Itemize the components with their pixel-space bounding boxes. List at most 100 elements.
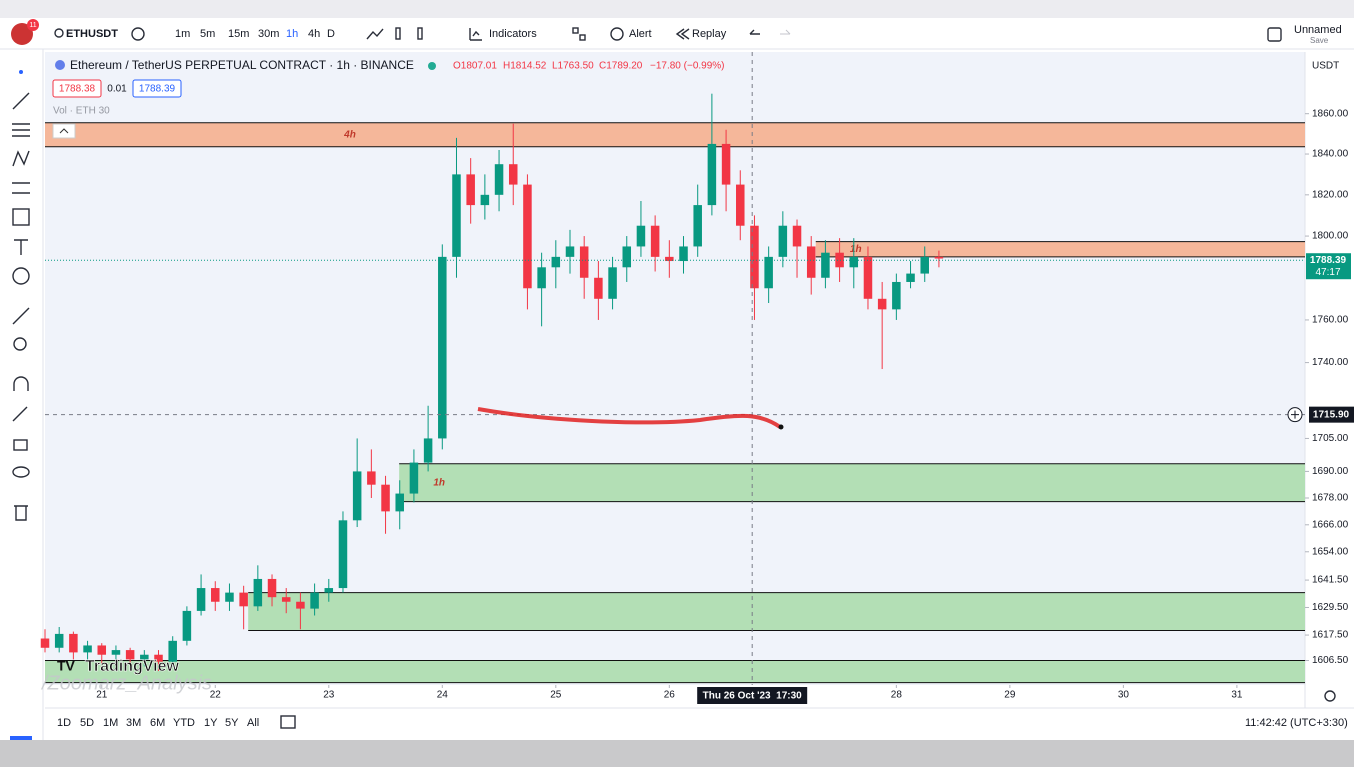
sell-box[interactable]: [52, 79, 102, 98]
interval-button[interactable]: 1h: [286, 28, 298, 40]
candle-body: [395, 493, 404, 512]
range-button[interactable]: 1D: [57, 717, 71, 729]
zone-label: 1h: [433, 477, 445, 488]
volume-label: Vol · ETH 30: [53, 106, 110, 117]
candle-body: [636, 225, 646, 247]
candle-body: [551, 256, 561, 268]
add-alert-plus: [1291, 410, 1299, 419]
candle-body: [906, 273, 915, 282]
symbol[interactable]: ETHUSDT: [66, 28, 118, 40]
range-button[interactable]: 5Y: [225, 717, 239, 729]
range-button[interactable]: All: [247, 717, 259, 729]
replay-button[interactable]: Replay: [692, 28, 727, 40]
y-tick-label: 1800.00: [1312, 231, 1349, 242]
layout-name[interactable]: Unnamed: [1294, 24, 1342, 36]
top-strip: [0, 0, 1354, 18]
candle-body: [679, 246, 688, 262]
alert-icon: [610, 27, 624, 41]
candle-body: [239, 592, 248, 607]
range-button[interactable]: 3M: [126, 717, 141, 729]
x-tick-label: 22: [210, 690, 222, 701]
coin-icon: [55, 60, 65, 70]
candle-body: [196, 588, 206, 611]
icon-tool[interactable]: [12, 267, 30, 285]
last-price-label: 1788.39: [1310, 255, 1347, 266]
candle-body: [920, 256, 929, 274]
badge: [27, 19, 39, 31]
range-button[interactable]: 1Y: [204, 717, 218, 729]
interval-button[interactable]: 4h: [308, 28, 320, 40]
countdown: 47:17: [1315, 267, 1340, 278]
interval-button[interactable]: 5m: [200, 28, 215, 40]
measure-tool[interactable]: [12, 307, 30, 325]
avatar[interactable]: [11, 23, 33, 45]
collapse-button[interactable]: [52, 123, 76, 139]
candle-body: [750, 225, 759, 289]
layout-icon[interactable]: [1267, 27, 1282, 42]
candle-body: [83, 645, 92, 653]
candle-body: [650, 225, 660, 257]
buy-box[interactable]: [132, 79, 182, 98]
legend-high: H1814.52: [503, 61, 547, 72]
zone: [248, 592, 1305, 631]
pattern-tool[interactable]: [12, 150, 30, 167]
interval-button[interactable]: 15m: [228, 28, 249, 40]
stay-drawing-tool[interactable]: [12, 406, 28, 422]
replay-icon: [675, 28, 690, 40]
candle-body: [821, 252, 830, 278]
candle-body: [409, 462, 419, 494]
range-button[interactable]: 6M: [150, 717, 165, 729]
bars-icon[interactable]: [395, 27, 401, 40]
interval-button[interactable]: D: [327, 28, 335, 40]
add-symbol-icon[interactable]: [131, 27, 145, 41]
candle-body: [594, 277, 603, 299]
date-range-icon[interactable]: [280, 715, 296, 729]
range-button[interactable]: 1M: [103, 717, 118, 729]
zone: [45, 660, 1305, 683]
interval-button[interactable]: 30m: [258, 28, 279, 40]
fib-tool[interactable]: [12, 123, 30, 137]
settings-icon[interactable]: [1324, 690, 1336, 702]
text-tool[interactable]: [14, 239, 28, 255]
crosshair-time: Thu 26 Oct '23 17:30: [703, 691, 803, 702]
alert-button[interactable]: Alert: [629, 28, 652, 40]
zoom-tool[interactable]: [13, 337, 27, 351]
y-tick-label: 1629.50: [1312, 602, 1349, 613]
projection-tool[interactable]: [12, 182, 30, 194]
magnet-tool[interactable]: [13, 376, 29, 391]
zone: [399, 463, 1305, 502]
hide-tool[interactable]: [12, 466, 30, 478]
templates-icon[interactable]: [572, 27, 579, 34]
delete-tool[interactable]: [14, 505, 28, 521]
crosshair-price: 1715.90: [1313, 409, 1350, 420]
candle-body: [40, 638, 50, 648]
shape-tool[interactable]: [12, 208, 30, 226]
redo-icon[interactable]: [780, 29, 791, 35]
y-tick-label: 1678.00: [1312, 493, 1349, 504]
save-label[interactable]: Save: [1310, 36, 1329, 45]
cursor-tool[interactable]: [19, 70, 23, 74]
undo-icon[interactable]: [749, 29, 760, 35]
zone: [815, 241, 1305, 257]
watermark-author: /Zoomarz_Analysis: [40, 672, 212, 694]
interval-button[interactable]: 1m: [175, 28, 190, 40]
range-button[interactable]: YTD: [173, 717, 195, 729]
x-tick-label: 24: [437, 690, 449, 701]
candle-body: [806, 246, 816, 278]
templates-icon-2: [579, 34, 586, 41]
candles-icon[interactable]: [417, 27, 423, 40]
candle-body: [97, 645, 107, 655]
indicators-button[interactable]: Indicators: [489, 28, 537, 40]
lock-tool[interactable]: [13, 439, 28, 451]
trend-line-tool[interactable]: [12, 92, 30, 110]
currency[interactable]: USDT: [1312, 61, 1339, 72]
candle-body: [182, 610, 192, 641]
candle-body: [154, 654, 163, 662]
range-button[interactable]: 5D: [80, 717, 94, 729]
candle-body: [537, 267, 546, 289]
candle-body: [480, 194, 490, 206]
candle-body: [778, 225, 788, 257]
candle-body: [665, 256, 674, 262]
chart-type-icon[interactable]: [366, 28, 384, 40]
